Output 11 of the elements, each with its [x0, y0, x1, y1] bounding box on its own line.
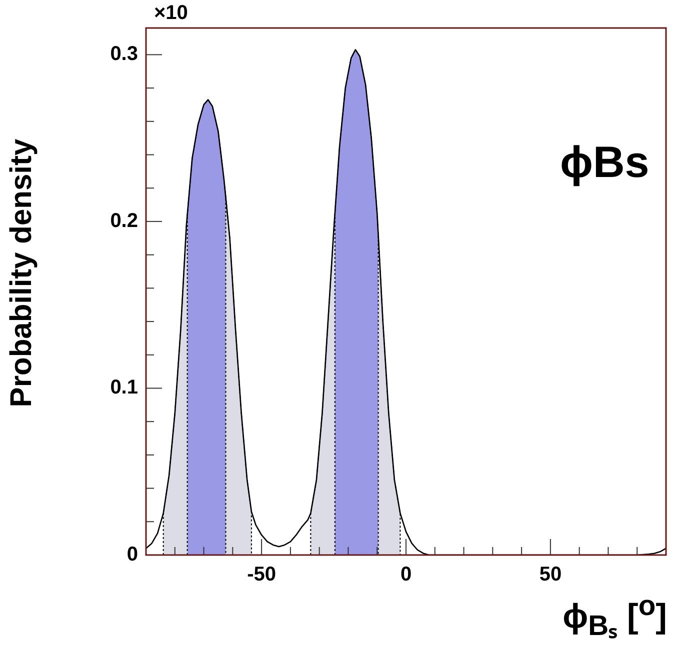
y-tick-label: 0.2 — [110, 210, 138, 232]
annotation: ϕBs — [560, 138, 650, 188]
y-tick-label: 0.1 — [110, 376, 138, 399]
y-axis-title: Probability density — [5, 138, 39, 408]
y-tick-label: 0 — [126, 544, 138, 566]
y-tick-label: 0.3 — [110, 43, 138, 66]
text: ×10 — [154, 2, 188, 25]
x-tick-label: 0 — [400, 564, 412, 586]
x-tick-label: -50 — [247, 564, 276, 586]
x-axis-title: ϕ$_{Bₛ}$ [$^{o}$] — [562, 590, 667, 644]
x-tick-label: 50 — [539, 564, 562, 586]
